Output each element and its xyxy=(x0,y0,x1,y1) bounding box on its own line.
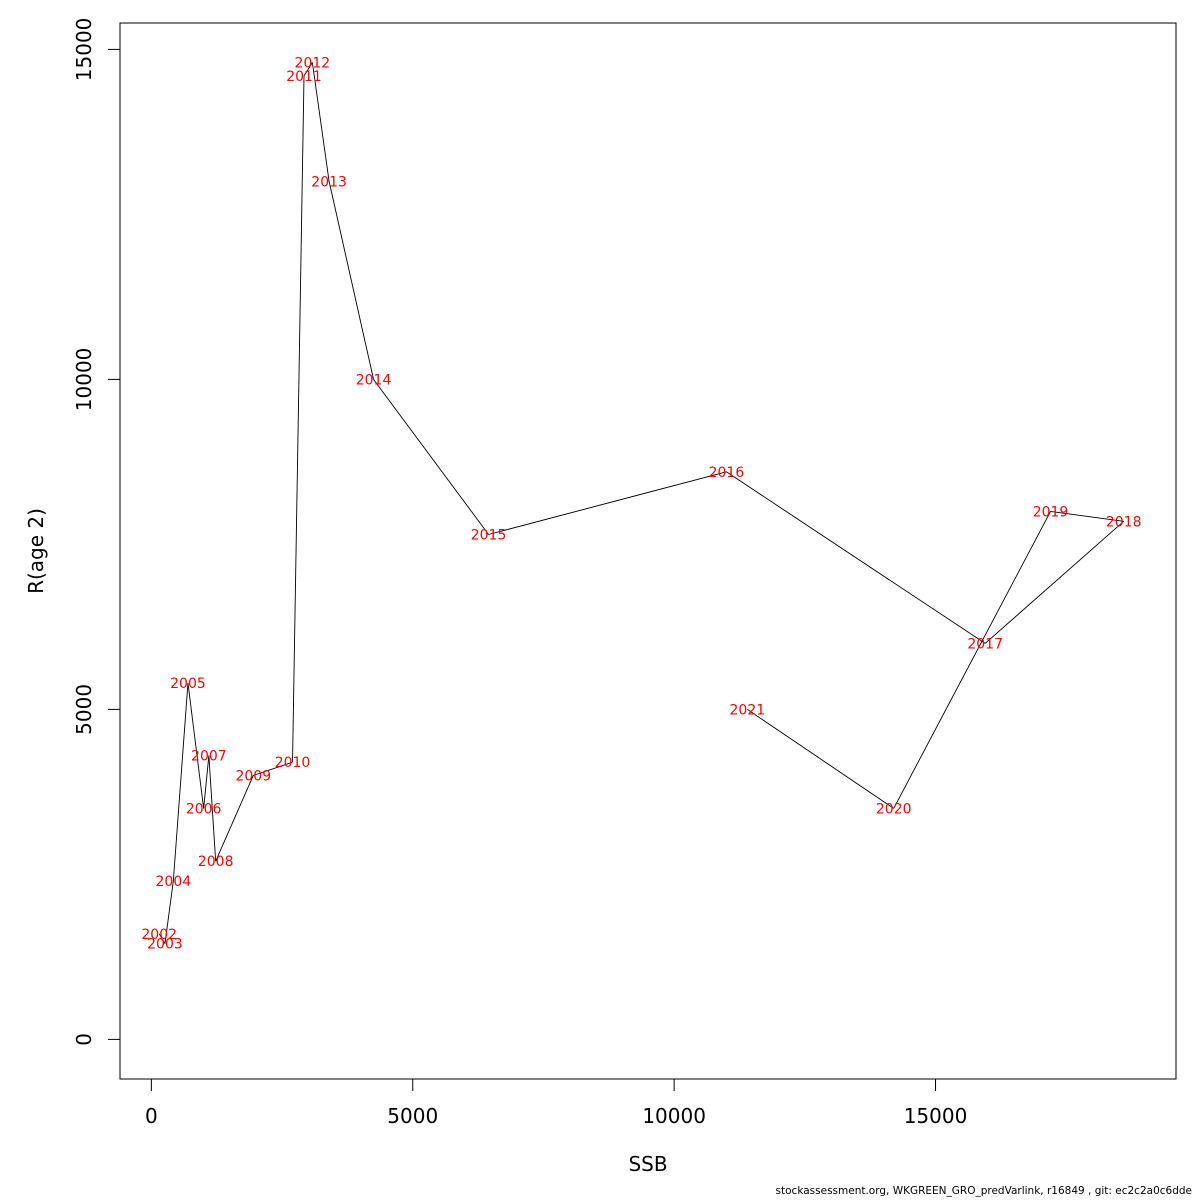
series-segment xyxy=(373,379,489,535)
point-label-2010: 2010 xyxy=(275,755,311,771)
point-label-2021: 2021 xyxy=(730,702,766,718)
point-label-2006: 2006 xyxy=(186,801,222,817)
y-tick-label: 15000 xyxy=(72,18,96,82)
series-segment xyxy=(187,682,205,809)
series-segment xyxy=(747,709,894,809)
point-label-2009: 2009 xyxy=(235,768,271,784)
series-segment xyxy=(984,520,1125,644)
point-label-2019: 2019 xyxy=(1033,504,1069,520)
y-tick-label: 5000 xyxy=(72,684,96,735)
point-label-2008: 2008 xyxy=(198,854,234,870)
point-label-2015: 2015 xyxy=(471,528,507,544)
point-label-2013: 2013 xyxy=(311,174,347,190)
series-segment xyxy=(328,181,374,380)
y-axis-title: R(age 2) xyxy=(24,508,48,594)
point-label-2003: 2003 xyxy=(147,937,183,953)
point-label-2007: 2007 xyxy=(191,749,227,765)
series-segment xyxy=(172,682,189,882)
point-label-2002: 2002 xyxy=(141,927,177,943)
series-segment xyxy=(726,471,986,644)
y-axis: 0 5000 10000 15000 xyxy=(72,18,121,1046)
point-label-2004: 2004 xyxy=(156,874,192,890)
point-label-2014: 2014 xyxy=(356,372,392,388)
point-label-2018: 2018 xyxy=(1106,514,1142,530)
point-label-2011: 2011 xyxy=(286,69,322,85)
footer-caption: stockassessment.org, WKGREEN_GRO_predVar… xyxy=(775,1185,1192,1197)
series-segment xyxy=(303,62,313,77)
series-segment xyxy=(292,75,305,763)
x-tick-label: 15000 xyxy=(904,1104,968,1128)
x-tick-label: 10000 xyxy=(642,1104,706,1128)
y-tick-label: 0 xyxy=(72,1033,96,1046)
x-axis: 0 5000 10000 15000 xyxy=(145,1078,968,1128)
point-label-2005: 2005 xyxy=(170,676,206,692)
point-label-2020: 2020 xyxy=(876,801,912,817)
x-tick-label: 0 xyxy=(145,1104,158,1128)
point-label-2012: 2012 xyxy=(295,56,331,72)
plot-frame xyxy=(119,22,1177,1080)
series-segment xyxy=(215,775,254,862)
y-tick-label: 10000 xyxy=(72,348,96,412)
series-segment xyxy=(488,471,727,535)
series-segment xyxy=(311,62,330,182)
point-label-2016: 2016 xyxy=(709,465,745,481)
series-line-group xyxy=(158,62,1125,944)
series-segment xyxy=(164,880,174,944)
series-segment xyxy=(253,761,293,776)
series-segment xyxy=(203,755,210,809)
point-label-2017: 2017 xyxy=(967,636,1003,652)
series-segment xyxy=(208,755,217,862)
x-axis-title: SSB xyxy=(628,1152,667,1176)
series-segment xyxy=(1050,510,1124,522)
series-segment xyxy=(158,933,166,944)
x-tick-label: 5000 xyxy=(387,1104,438,1128)
series-segment xyxy=(893,511,1051,809)
